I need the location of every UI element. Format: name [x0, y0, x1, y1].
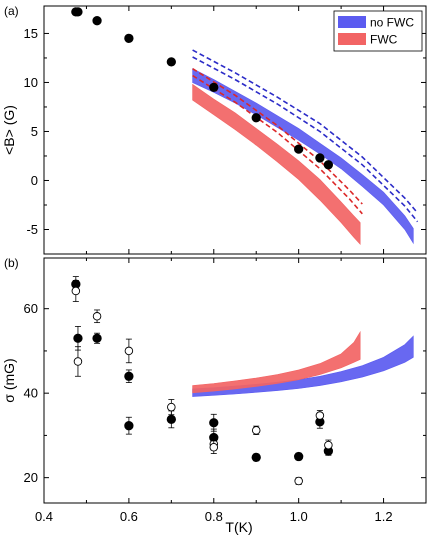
- panel-b-open-point: [324, 440, 333, 450]
- legend-label-no-fwc: no FWC: [370, 16, 414, 30]
- panel-b-filled-point: [166, 414, 176, 425]
- panel-a-data-point: [124, 33, 134, 43]
- panel-b-band-fwc: [192, 330, 361, 394]
- panel-a-label: (a): [4, 4, 19, 18]
- panel-a-y-tick-label: 10: [24, 75, 38, 90]
- legend-label-fwc: FWC: [370, 33, 398, 47]
- panel-a-data-point: [251, 113, 261, 123]
- panel-a-dashed-line-3: [192, 68, 363, 205]
- panel-b-filled-point: [209, 418, 219, 428]
- panel-a-data-point: [73, 7, 83, 17]
- panel-b-open-point: [315, 411, 325, 420]
- panel-a-data-point: [92, 16, 102, 26]
- panel-a-data-point: [323, 160, 334, 170]
- panel-b-x-axis-label: T(K): [225, 519, 252, 535]
- panel-b-filled-point: [73, 333, 83, 343]
- panel-b-x-tick-label: 1.0: [290, 509, 308, 524]
- panel-b-filled-point: [92, 333, 102, 343]
- panel-a-data-point: [315, 153, 325, 163]
- panel-b-open-point: [251, 426, 261, 435]
- panel-b-open-point: [124, 346, 134, 356]
- panel-b-y-axis-label: σ (mG): [1, 358, 17, 402]
- panel-b-x-tick-label: 1.2: [375, 509, 393, 524]
- panel-b-open-point: [294, 476, 303, 486]
- panel-b-open-point: [73, 357, 83, 366]
- panel-a-data-point: [166, 57, 176, 67]
- panel-b-y-tick-label: 40: [24, 386, 38, 401]
- panel-a-data-point: [294, 144, 304, 154]
- panel-b-x-tick-label: 0.6: [120, 509, 138, 524]
- panel-b-y-tick-label: 20: [24, 470, 38, 485]
- panel-b-open-point: [92, 312, 102, 321]
- panel-a-data-point: [209, 82, 219, 93]
- panel-a-y-tick-label: 5: [31, 124, 38, 139]
- panel-a-band-fwc: [192, 83, 361, 245]
- panel-b-open-point: [167, 402, 176, 412]
- legend-swatch-fwc: [338, 33, 366, 45]
- panel-b-x-tick-label: 0.4: [35, 509, 53, 524]
- panel-b-filled-point: [294, 451, 304, 462]
- panel-b-filled-point: [124, 371, 134, 381]
- panel-b-open-point: [209, 442, 219, 452]
- panel-a-y-tick-label: -5: [26, 222, 38, 237]
- panel-a-frame: [43, 5, 427, 255]
- panel-a-band-no-fwc: [192, 68, 414, 245]
- panel-a-y-axis-label: <B> (G): [1, 105, 17, 155]
- panel-a-dashed-line-2: [192, 56, 419, 223]
- panel-b-frame: [43, 257, 427, 504]
- panel-b-filled-point: [124, 421, 134, 431]
- panel-a-dashed-line-1: [192, 49, 419, 214]
- panel-b-open-point: [71, 286, 81, 296]
- panel-a-y-tick-label: 0: [31, 173, 38, 188]
- panel-a-y-tick-label: 15: [24, 26, 38, 41]
- panel-b-x-tick-label: 0.8: [205, 509, 223, 524]
- legend-swatch-no-fwc: [338, 16, 366, 28]
- panel-b-y-tick-label: 60: [24, 301, 38, 316]
- panel-b-label: (b): [4, 256, 19, 270]
- panel-b-filled-point: [251, 452, 261, 463]
